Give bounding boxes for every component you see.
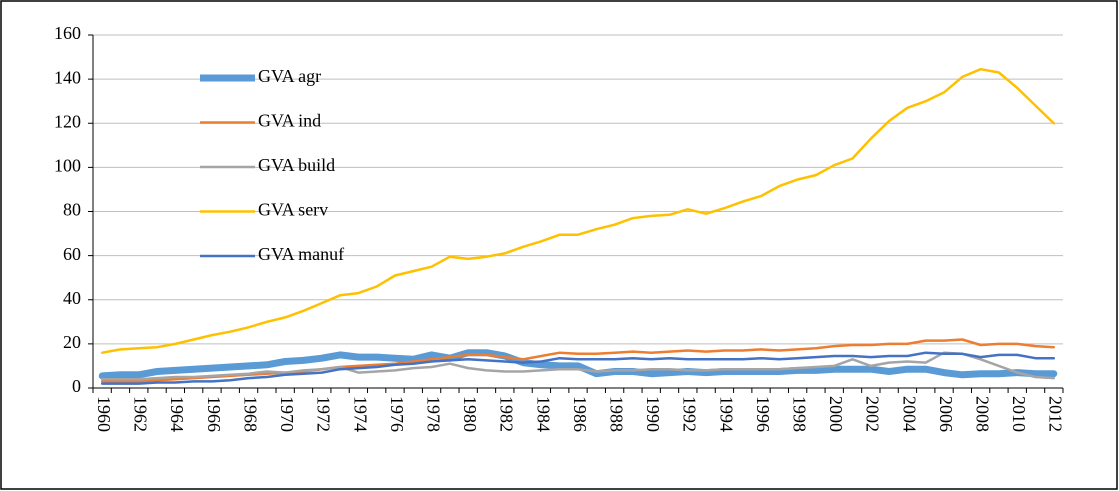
x-tick-label: 1986 xyxy=(570,396,590,432)
x-tick-label: 1988 xyxy=(606,396,626,432)
y-tick-label: 100 xyxy=(54,156,81,176)
x-tick-label: 2002 xyxy=(863,396,883,432)
x-tick-label: 1978 xyxy=(423,396,443,432)
y-tick-label: 20 xyxy=(63,332,81,352)
series-line xyxy=(100,338,1056,383)
y-tick-label: 40 xyxy=(63,288,81,308)
x-tick-label: 1998 xyxy=(789,396,809,432)
y-tick-label: 80 xyxy=(63,200,81,220)
x-tick-label: 2010 xyxy=(1009,396,1029,432)
y-tick-label: 160 xyxy=(54,23,81,43)
x-tick-label: 1962 xyxy=(131,396,151,432)
x-tick-label: 1964 xyxy=(167,396,187,432)
x-tick-label: 1992 xyxy=(680,396,700,432)
x-tick-label: 1972 xyxy=(314,396,334,432)
x-tick-label: 2012 xyxy=(1046,396,1066,432)
legend-label: GVA build xyxy=(258,155,335,175)
x-tick-label: 1966 xyxy=(204,396,224,432)
x-tick-label: 1994 xyxy=(716,396,736,432)
x-tick-label: 2000 xyxy=(826,396,846,432)
series-line xyxy=(100,67,1056,354)
legend-label: GVA agr xyxy=(258,66,321,86)
series-line xyxy=(100,351,1056,381)
y-tick-label: 0 xyxy=(72,376,81,396)
x-tick-label: 2004 xyxy=(899,396,919,432)
x-tick-label: 1970 xyxy=(277,396,297,432)
x-tick-label: 1990 xyxy=(643,396,663,432)
legend-label: GVA manuf xyxy=(258,244,344,264)
x-tick-label: 1974 xyxy=(350,396,370,432)
x-tick-label: 1976 xyxy=(387,396,407,432)
y-tick-label: 140 xyxy=(54,67,81,87)
x-tick-label: 1982 xyxy=(497,396,517,432)
x-tick-label: 1996 xyxy=(753,396,773,432)
y-tick-label: 120 xyxy=(54,111,81,131)
y-tick-label: 60 xyxy=(63,244,81,264)
legend-label: GVA serv xyxy=(258,200,328,220)
series-line xyxy=(100,351,1056,385)
x-tick-label: 1968 xyxy=(240,396,260,432)
x-tick-label: 1984 xyxy=(533,396,553,432)
x-tick-label: 1980 xyxy=(460,396,480,432)
legend-label: GVA ind xyxy=(258,111,321,131)
series-line xyxy=(98,349,1058,380)
x-tick-label: 2006 xyxy=(936,396,956,432)
x-tick-label: 2008 xyxy=(973,396,993,432)
x-tick-label: 1960 xyxy=(94,396,114,432)
